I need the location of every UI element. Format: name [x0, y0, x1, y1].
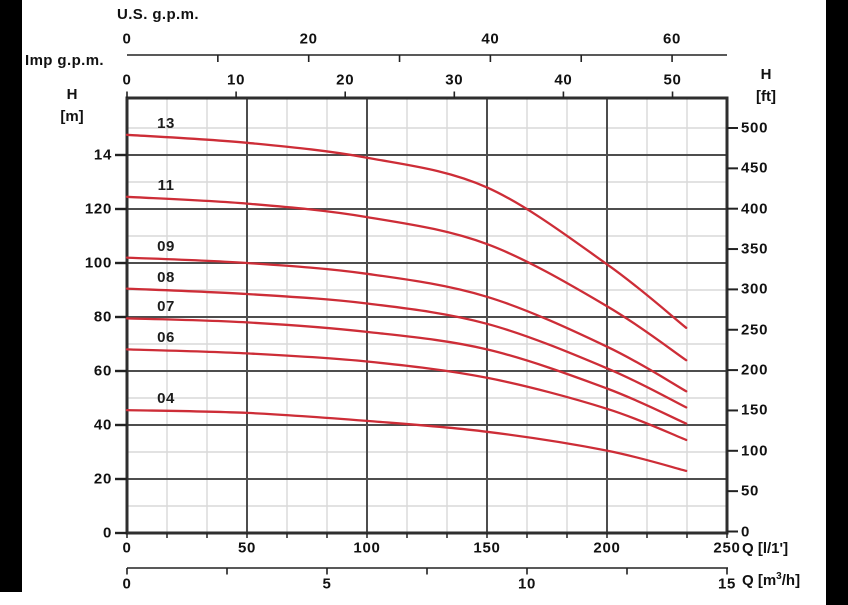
- head-ft-tick-label: 50: [741, 482, 760, 500]
- flow-m3h-tick-label: 10: [517, 575, 537, 593]
- curve-label-11: 11: [157, 176, 175, 194]
- us-gpm-axis-title: U.S. g.p.m.: [117, 6, 199, 23]
- flow-m3h-title-superscript: 3: [776, 571, 782, 582]
- head-meters-axis-title: H [m]: [50, 84, 94, 128]
- flow-l-min-tick-label: 200: [593, 539, 621, 557]
- flow-m3h-axis-title: Q [m3/h]: [742, 571, 800, 589]
- right-black-border: [826, 0, 848, 605]
- curve-11: [125, 195, 688, 362]
- plot-frame: [125, 96, 729, 535]
- head-ft-tick-label: 400: [741, 200, 769, 218]
- imp-gpm-tick-label: 20: [336, 71, 355, 89]
- flow-l-min-tick-label: 250: [713, 539, 741, 557]
- head-feet-unit: [ft]: [756, 88, 776, 105]
- us-gpm-tick-label: 40: [481, 30, 500, 48]
- head-m-tick-label: 20: [93, 470, 112, 488]
- head-m-tick-label: 14: [93, 146, 112, 164]
- flow-l-min-axis-title: Q [l/1']: [742, 540, 789, 557]
- imp-gpm-tick-label: 50: [663, 71, 682, 89]
- head-ft-tick-label: 100: [741, 442, 769, 460]
- imp-gpm-tick-label: 0: [122, 71, 132, 89]
- curve-label-04: 04: [157, 390, 175, 408]
- imp-gpm-tick-label: 30: [445, 71, 464, 89]
- head-m-tick-label: 60: [93, 362, 112, 380]
- curve-label-08: 08: [157, 268, 175, 286]
- imp-gpm-tick-label: 40: [554, 71, 573, 89]
- flow-m3h-title-suffix: /h]: [781, 572, 801, 589]
- curve-label-07: 07: [157, 298, 175, 316]
- head-ft-tick-label: 0: [741, 523, 751, 540]
- us-gpm-tick-label: 0: [122, 30, 132, 48]
- curve-13: [125, 133, 688, 329]
- curve-06: [125, 348, 688, 442]
- head-ft-tick-label: 500: [741, 119, 769, 137]
- head-m-tick-label: 100: [84, 254, 112, 272]
- flow-m3h-tick-label: 0: [122, 575, 132, 593]
- us-gpm-tick-label: 60: [663, 30, 682, 48]
- curve-label-13: 13: [157, 114, 175, 132]
- curve-08: [125, 287, 688, 409]
- curve-04: [125, 408, 688, 473]
- flow-m3h-tick-label: 15: [717, 575, 737, 593]
- head-m-tick-label: 0: [102, 524, 112, 542]
- head-ft-tick-label: 200: [741, 361, 769, 379]
- head-feet-symbol: H: [760, 66, 772, 83]
- imp-gpm-tick-label: 10: [227, 71, 246, 89]
- curve-label-09: 09: [157, 237, 175, 255]
- head-ft-tick-label: 150: [741, 401, 769, 419]
- flow-m3h-title-prefix: Q [m: [742, 572, 777, 589]
- head-ft-tick-label: 250: [741, 321, 769, 339]
- head-meters-unit: [m]: [60, 108, 84, 125]
- flow-m3h-tick-label: 5: [322, 575, 332, 593]
- head-m-tick-label: 120: [84, 200, 112, 218]
- head-ft-tick-label: 450: [741, 159, 769, 177]
- left-black-border: [0, 0, 22, 592]
- flow-l-min-tick-label: 150: [473, 539, 501, 557]
- us-gpm-tick-label: 20: [299, 30, 318, 48]
- head-m-tick-label: 80: [93, 308, 112, 326]
- curve-07: [125, 317, 688, 425]
- head-m-tick-label: 40: [93, 416, 112, 434]
- head-ft-tick-label: 300: [741, 280, 769, 298]
- curve-label-06: 06: [157, 329, 175, 347]
- flow-l-min-tick-label: 50: [237, 539, 257, 557]
- head-ft-tick-label: 350: [741, 240, 769, 258]
- flow-l-min-tick-label: 0: [122, 539, 132, 557]
- head-meters-symbol: H: [66, 86, 78, 103]
- head-feet-axis-title: H [ft]: [744, 64, 788, 108]
- curve-09: [125, 256, 688, 393]
- imp-gpm-axis-title: Imp g.p.m.: [25, 52, 104, 69]
- flow-l-min-tick-label: 100: [353, 539, 381, 557]
